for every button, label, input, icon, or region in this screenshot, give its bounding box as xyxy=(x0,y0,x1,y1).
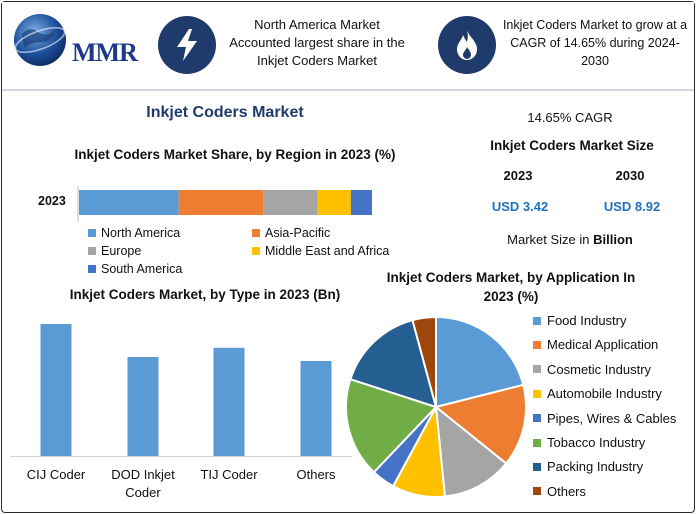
legend-swatch xyxy=(252,247,260,255)
region-legend-item: North America xyxy=(88,226,180,240)
application-legend-item: Others xyxy=(533,484,586,499)
globe-icon xyxy=(14,14,66,66)
legend-swatch xyxy=(88,265,96,273)
unit-note: Market Size in Billion xyxy=(470,232,670,247)
region-bar-segment-0 xyxy=(79,190,179,215)
pie-slice-2 xyxy=(434,404,508,498)
market-size-2023: USD 3.42 xyxy=(491,199,549,214)
application-legend-item: Cosmetic Industry xyxy=(533,362,651,377)
region-bar-segment-3 xyxy=(317,190,351,215)
region-bar-category-label: 2023 xyxy=(38,194,66,208)
type-bar-1 xyxy=(127,357,159,456)
type-category-label: Others xyxy=(296,467,336,482)
legend-swatch xyxy=(88,229,96,237)
application-legend-item: Food Industry xyxy=(533,313,627,328)
header-box1-text: North America Market Accounted largest s… xyxy=(229,17,405,68)
legend-label: Packing Industry xyxy=(547,459,644,475)
type-category-label: CIJ Coder xyxy=(26,467,86,482)
legend-label: Asia-Pacific xyxy=(265,226,331,240)
market-size-2030: USD 8.92 xyxy=(603,199,661,214)
type-category-label: DOD Inkjet Coder xyxy=(111,467,175,500)
type-bar-chart xyxy=(10,324,352,457)
header-divider xyxy=(2,89,694,91)
legend-swatch xyxy=(533,389,541,398)
legend-label: South America xyxy=(101,262,183,276)
legend-label: Others xyxy=(547,483,587,499)
year-2030-label: 2030 xyxy=(615,168,645,183)
legend-swatch xyxy=(88,247,96,255)
main-title: Inkjet Coders Market xyxy=(146,104,304,121)
legend-swatch xyxy=(533,438,541,447)
pie-slice-6 xyxy=(349,318,438,409)
logo-text: MMR xyxy=(72,38,138,67)
legend-swatch xyxy=(533,487,541,496)
region-bar-segment-1 xyxy=(178,190,264,215)
legend-swatch xyxy=(533,340,541,349)
type-bar-3 xyxy=(300,360,332,456)
application-legend-item: Tobacco Industry xyxy=(533,435,645,450)
legend-label: Middle East and Africa xyxy=(265,244,390,258)
unit-note-prefix: Market Size in xyxy=(507,232,594,247)
flame-icon xyxy=(438,16,496,74)
market-size-title: Inkjet Coders Market Size xyxy=(490,138,654,153)
legend-swatch xyxy=(252,229,260,237)
legend-label: Automobile Industry xyxy=(547,386,662,402)
cagr-value: 14.65% CAGR xyxy=(527,110,613,125)
header-box2-text: Inkjet Coders Market to grow at a CAGR o… xyxy=(502,18,688,68)
region-legend-item: Europe xyxy=(88,244,141,258)
region-legend-item: Asia-Pacific xyxy=(252,226,330,240)
region-bar-segment-4 xyxy=(350,190,372,215)
legend-label: Medical Application xyxy=(547,337,659,353)
region-legend-item: South America xyxy=(88,262,182,276)
type-chart-title: Inkjet Coders Market, by Type in 2023 (B… xyxy=(69,287,341,302)
region-legend-item: Middle East and Africa xyxy=(252,244,389,258)
legend-label: Europe xyxy=(101,244,142,258)
pie-slice-0 xyxy=(435,315,525,409)
legend-label: Food Industry xyxy=(547,313,627,328)
type-bar-0 xyxy=(40,324,72,456)
type-bar-2 xyxy=(213,347,245,456)
pie-slice-5 xyxy=(345,377,438,474)
application-legend-item: Pipes, Wires & Cables xyxy=(533,411,676,426)
application-legend-item: Packing Industry xyxy=(533,459,643,474)
legend-swatch xyxy=(533,414,541,423)
legend-label: Tobacco Industry xyxy=(547,435,646,450)
region-bar-segment-2 xyxy=(263,190,318,215)
application-legend-item: Automobile Industry xyxy=(533,386,662,401)
legend-swatch xyxy=(533,462,541,471)
legend-label: North America xyxy=(101,226,181,240)
legend-label: Pipes, Wires & Cables xyxy=(547,410,677,426)
region-chart-title: Inkjet Coders Market Share, by Region in… xyxy=(74,147,396,162)
application-legend-item: Medical Application xyxy=(533,337,658,352)
mmr-logo: MMR xyxy=(12,12,142,74)
legend-swatch xyxy=(533,365,541,374)
unit-note-bold: Billion xyxy=(593,232,633,247)
pie-slice-7 xyxy=(411,315,437,408)
type-category-label: TIJ Coder xyxy=(200,467,258,482)
application-pie-chart xyxy=(345,315,527,498)
application-chart-title: Inkjet Coders Market, by Application In … xyxy=(386,270,636,304)
header-banner: MMR North America Market Accounted large… xyxy=(2,2,694,90)
legend-swatch xyxy=(533,316,541,325)
lightning-bolt-icon xyxy=(158,16,216,74)
legend-label: Cosmetic Industry xyxy=(547,361,652,377)
pie-slice-1 xyxy=(433,383,527,465)
region-stacked-bar-chart xyxy=(77,186,372,222)
year-2023-label: 2023 xyxy=(503,168,533,183)
